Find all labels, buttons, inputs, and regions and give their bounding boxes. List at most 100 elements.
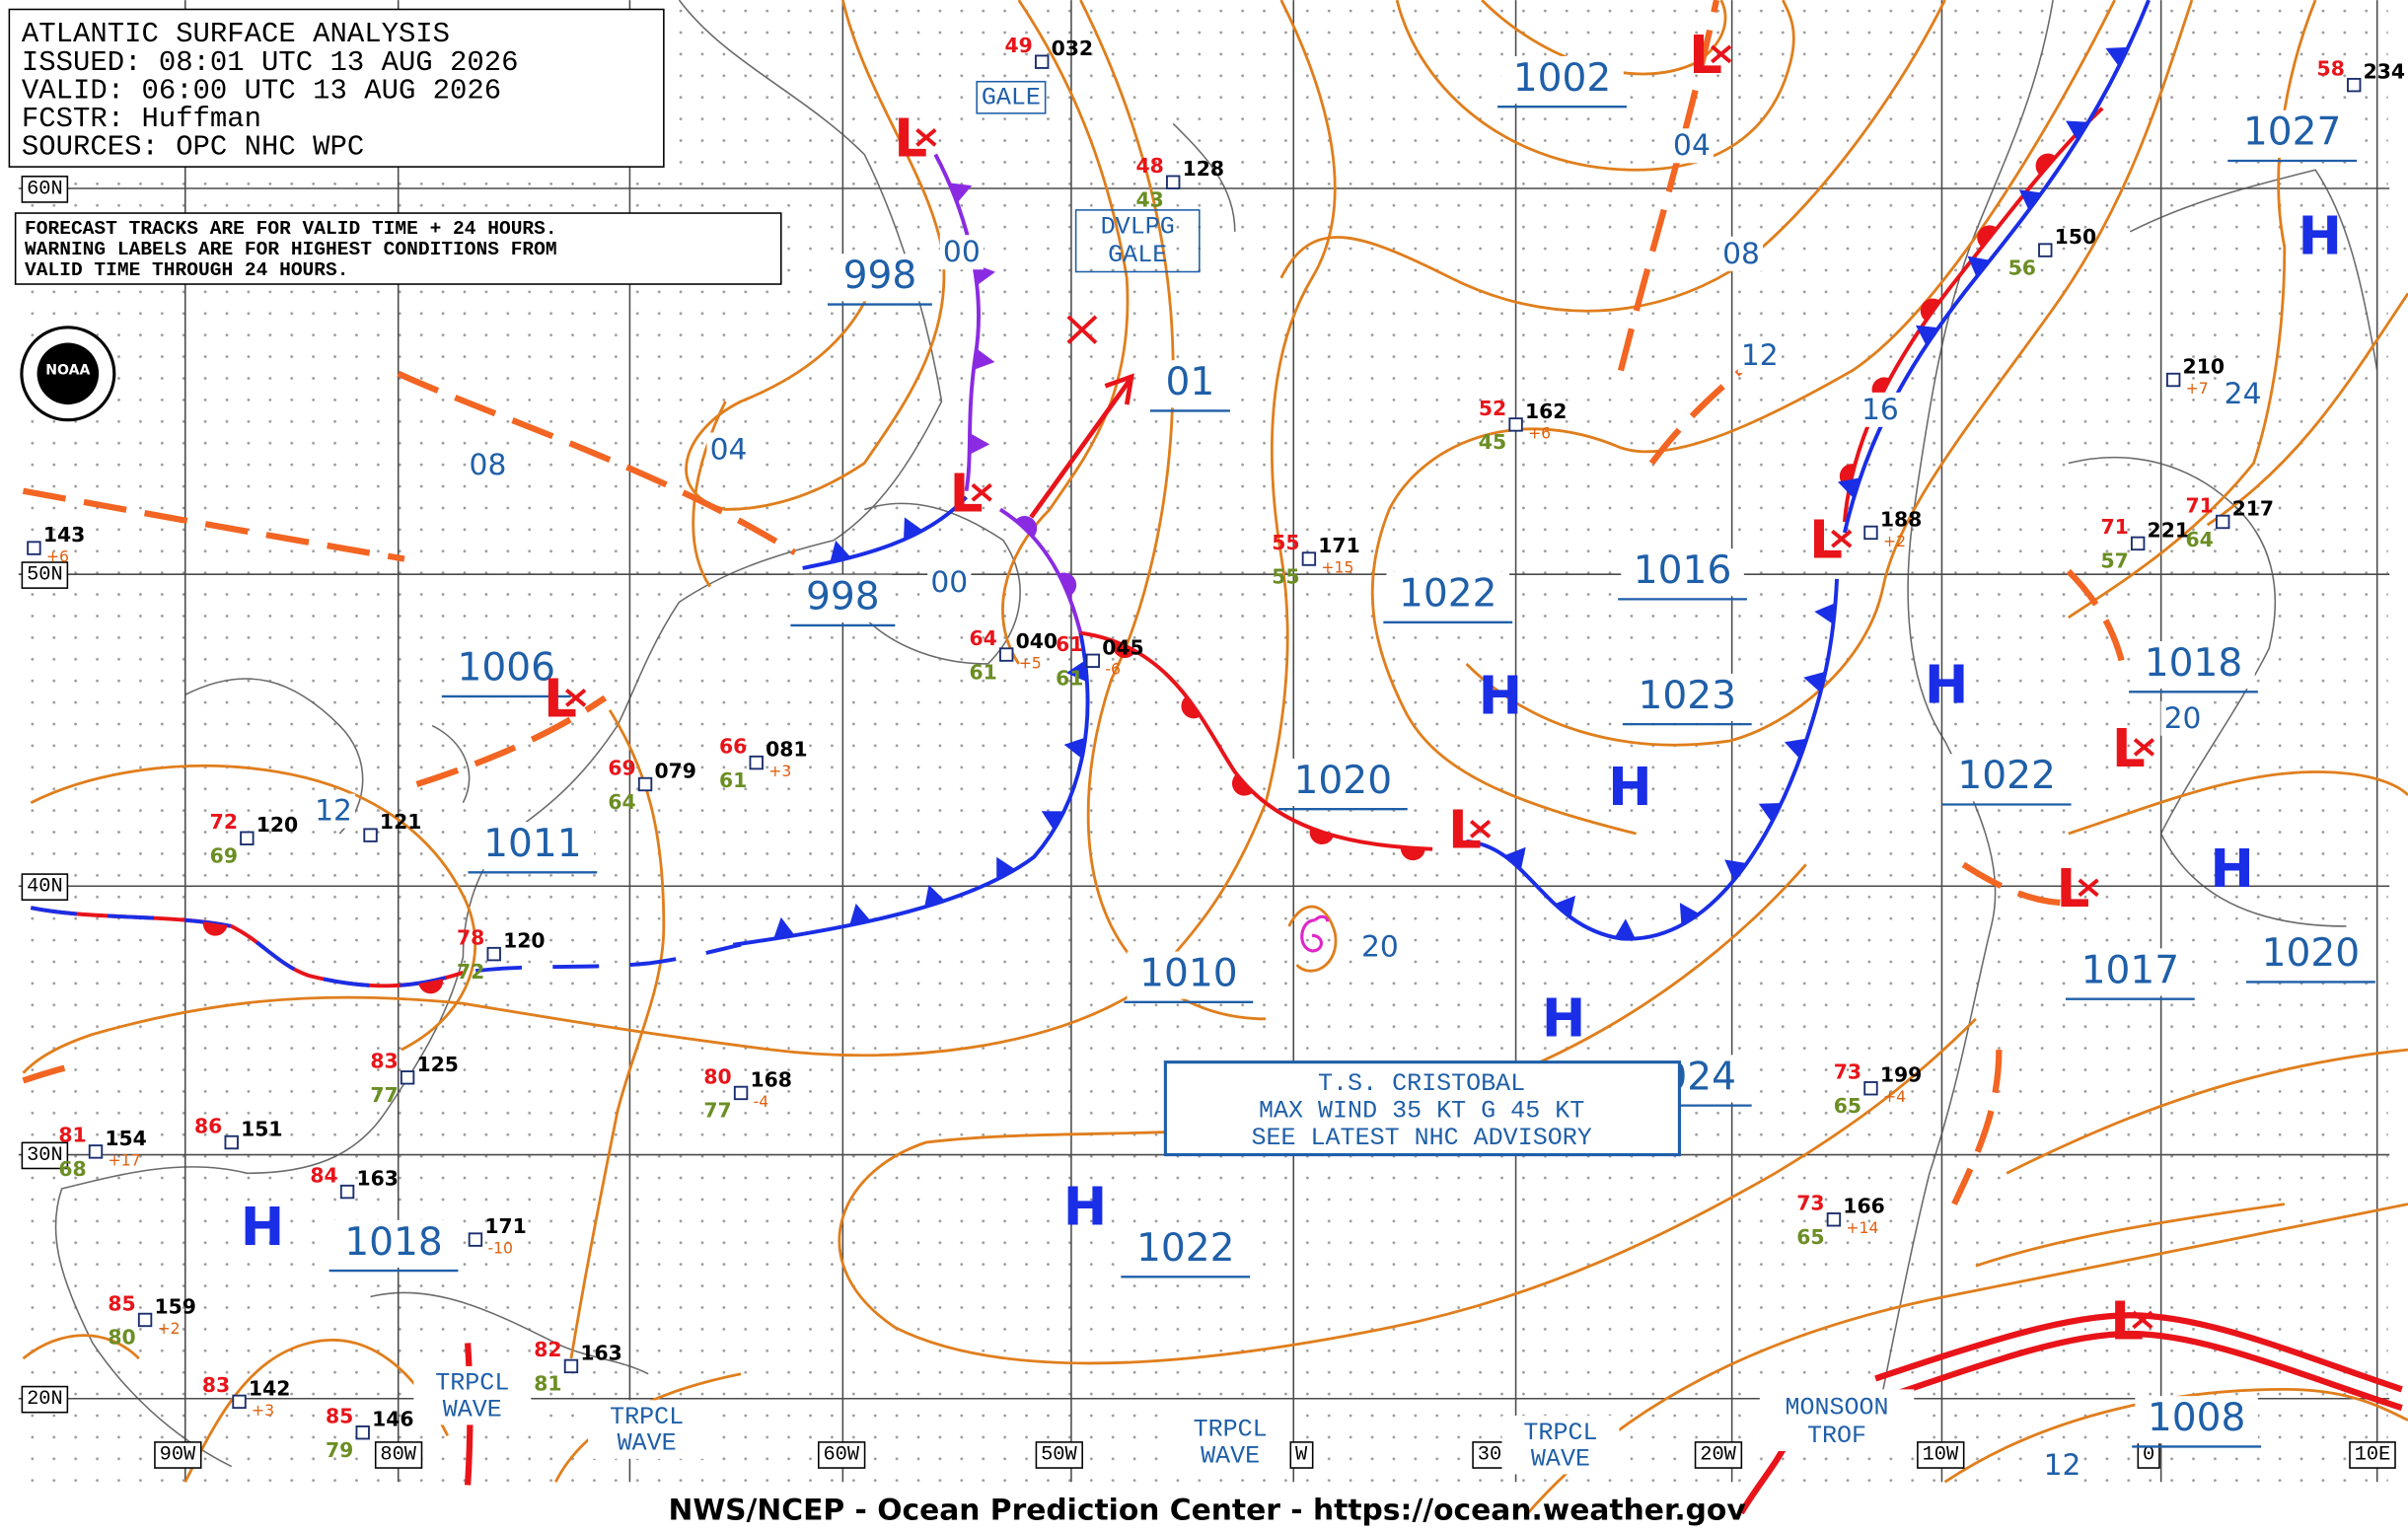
header-line: SOURCES: OPC NHC WPC [22,131,364,164]
tropical-wave-bg [1171,1412,1289,1472]
isobar-label: 00 [930,565,968,600]
cold-front-barb [2018,189,2042,211]
isobar-label: 04 [710,433,748,468]
station-marker [733,1085,749,1101]
pressure-label-bg [2069,948,2192,996]
high-pressure-center: H [1479,666,1523,727]
isobar-label-bg [311,793,356,829]
latitude-label: 60N [27,178,63,200]
station-tendency: +2 [1883,532,1906,550]
station-pressure: 040 [1016,629,1058,653]
header-box [8,8,665,168]
longitude-label-box [1917,1441,1965,1469]
cold-front-barb [1724,859,1747,881]
station-marker [749,755,764,770]
low-center-cross [1469,820,1492,839]
isobar-label: 12 [2044,1448,2081,1483]
pressure-label-bg [831,254,929,302]
station-pressure: 163 [580,1341,621,1364]
storm-advisory-text: SEE LATEST NHC ADVISORY [1251,1124,1591,1152]
pressure-center-label: 1006 [457,646,555,691]
cold-front-barb [1041,811,1064,831]
station-dewpoint: 64 [608,790,635,814]
pressure-center-label: 1022 [1399,572,1497,617]
high-pressure-center: H [2210,839,2254,900]
station-temperature: 85 [326,1405,353,1428]
station-pressure: 128 [1183,157,1224,181]
tropical-wave-label: WAVE [1201,1441,1260,1470]
station-pressure: 150 [2055,225,2096,249]
noaa-logo-disc [36,342,100,405]
station-marker [1863,1081,1878,1096]
isobar-label-bg [2040,1448,2084,1484]
longitude-label-box [374,1441,423,1469]
station-pressure: 045 [1102,635,1143,659]
station-tendency: -4 [754,1092,769,1111]
station-tendency: +14 [1846,1218,1878,1237]
isobar-label-bg [1357,929,1402,965]
station-dewpoint: 43 [1136,188,1164,212]
warm-front-bump [1015,516,1038,538]
tropical-wave-label: TRPCL [1523,1419,1597,1447]
isobar-label-bg [1718,236,1764,271]
cold-front-barb [1504,846,1526,870]
station-temperature: 48 [1136,154,1164,178]
isobar-label: 08 [1722,237,1760,271]
warm-front-bump [1920,298,1940,322]
note-box [14,212,782,285]
latitude-label-box [21,176,69,203]
pressure-label-bg [1621,548,1744,597]
station-tendency: -6 [1105,660,1121,679]
warm-front-bump [418,979,444,994]
isobar-label: 12 [1741,338,1779,373]
cold-front-barb [2105,46,2129,67]
station-marker [1035,54,1050,69]
station-pressure: 163 [356,1167,398,1191]
warm-front-bump [1058,572,1077,597]
station-temperature: 83 [202,1373,230,1397]
pressure-label-bg [1124,1226,1248,1275]
station-marker [224,1134,239,1150]
low-center-cross [2078,878,2099,898]
isobar-label-bg [2221,377,2265,412]
tropical-wave-label: TRPCL [610,1403,684,1431]
warm-front-bump [1231,773,1253,796]
station-marker [2347,77,2362,93]
pressure-center-label: 1017 [2081,948,2180,992]
station-dewpoint: 65 [1796,1225,1824,1249]
troughs [22,0,2126,1205]
monsoon-trough-bg [1759,1389,1915,1451]
cold-front-barb [1758,803,1782,823]
station-marker [363,828,378,842]
station-dewpoint: 69 [210,844,238,868]
longitude-label-box [1289,1441,1314,1469]
isobar-label: 20 [2164,701,2202,736]
storm-advisory-text: T.S. CRISTOBAL [1318,1069,1525,1098]
isobar-label-bg [1858,392,1902,427]
station-dewpoint: 61 [1056,667,1083,691]
station-marker [137,1312,153,1328]
pressure-center-label: 1027 [2243,110,2342,155]
tropical-wave-bg [588,1400,706,1459]
pressure-label-bg [1944,754,2069,802]
station-temperature: 66 [719,734,747,758]
longitude-label: 30 [1478,1443,1501,1466]
station-pressure: 154 [105,1127,146,1150]
station-marker [232,1394,247,1410]
low-center-cross [1711,44,1732,64]
pressure-label-bg [1281,758,1405,807]
longitude-label: W [1295,1443,1308,1466]
longitude-label: 60W [823,1443,859,1466]
gale-warning: GALE [982,83,1041,111]
developing-gale-warning: DVLPG [1101,213,1175,242]
isobar-label: 20 [1361,929,1399,964]
isobar-label-bg [466,448,510,483]
cold-front-barb [1967,256,1991,277]
station-marker [468,1232,483,1247]
cold-front-barb [2066,120,2089,141]
pressure-label-bg [2249,931,2372,980]
station-temperature: 55 [1272,531,1299,554]
cold-front-barb [1614,918,1637,940]
station-dewpoint: 61 [970,660,997,684]
